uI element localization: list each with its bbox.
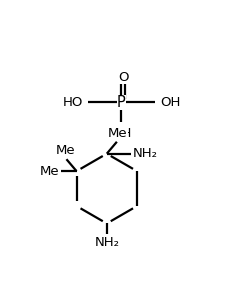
Text: OH: OH xyxy=(111,127,132,140)
Text: P: P xyxy=(117,95,126,110)
Text: HO: HO xyxy=(63,96,83,109)
Text: NH₂: NH₂ xyxy=(132,147,157,160)
Text: O: O xyxy=(118,71,128,84)
Text: OH: OH xyxy=(160,96,180,109)
Text: Me: Me xyxy=(56,144,75,157)
Text: Me: Me xyxy=(108,127,128,140)
Text: NH₂: NH₂ xyxy=(94,236,119,249)
Text: Me: Me xyxy=(40,165,59,178)
